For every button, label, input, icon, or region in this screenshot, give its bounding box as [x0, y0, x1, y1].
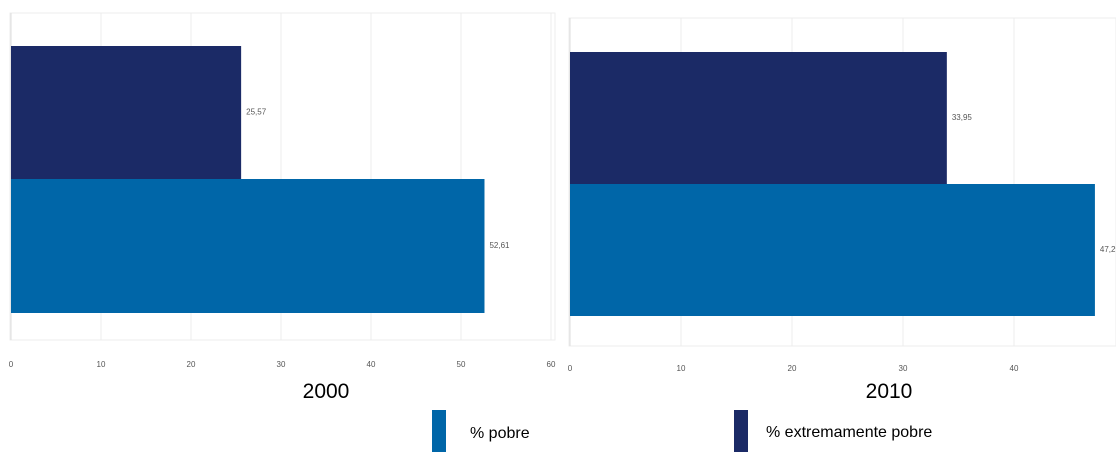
x-tick-2000-50: 50 [457, 360, 466, 369]
x-tick-2000-20: 20 [187, 360, 196, 369]
x-tick-2010-10: 10 [677, 364, 686, 373]
bar-2000-extremamente-pobre [11, 46, 242, 179]
x-tick-2000-60: 60 [547, 360, 556, 369]
x-tick-2000-40: 40 [367, 360, 376, 369]
data-label-2010-extremamente-pobre: 33,95 [952, 113, 973, 122]
bar-2010-extremamente-pobre [570, 52, 947, 184]
bar-2010-pobre [570, 184, 1095, 316]
legend: % pobre % extremamente pobre [432, 410, 932, 452]
x-tick-2010-0: 0 [568, 364, 573, 373]
data-labels-2010: 33,95 47,29 [952, 113, 1116, 254]
data-label-2000-extremamente-pobre: 25,57 [246, 108, 267, 117]
data-label-2010-pobre: 47,29 [1100, 245, 1116, 254]
bars-2000 [11, 46, 485, 313]
x-tick-2010-20: 20 [788, 364, 797, 373]
legend-item-extremamente-pobre: % extremamente pobre [734, 410, 932, 452]
data-label-2000-pobre: 52,61 [489, 241, 510, 250]
chart-title-2010: 2010 [866, 380, 913, 403]
data-labels-2000: 25,57 52,61 [246, 108, 510, 251]
legend-label-extremamente-pobre: % extremamente pobre [766, 424, 932, 441]
legend-swatch-extremamente-pobre [734, 410, 748, 452]
x-tick-2010-40: 40 [1010, 364, 1019, 373]
chart-panel-2000: 25,57 52,61 0 10 20 30 40 50 60 2000 [9, 12, 556, 403]
x-tick-labels-2000: 0 10 20 30 40 50 60 [9, 360, 556, 369]
chart-panel-2010: 33,95 47,29 0 10 20 30 40 2010 [568, 17, 1116, 403]
bar-2000-pobre [11, 179, 485, 313]
bars-2010 [570, 52, 1095, 316]
legend-label-pobre: % pobre [470, 425, 530, 442]
x-tick-labels-2010: 0 10 20 30 40 [568, 364, 1019, 373]
legend-item-pobre: % pobre [432, 410, 530, 452]
x-tick-2000-10: 10 [97, 360, 106, 369]
legend-swatch-pobre [432, 410, 446, 452]
chart-title-2000: 2000 [303, 380, 350, 403]
x-tick-2010-30: 30 [899, 364, 908, 373]
x-tick-2000-0: 0 [9, 360, 14, 369]
x-tick-2000-30: 30 [277, 360, 286, 369]
